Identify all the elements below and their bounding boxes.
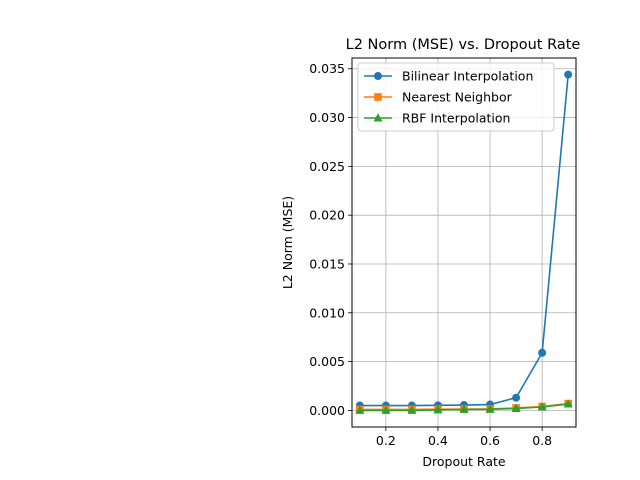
legend-item: Bilinear Interpolation	[364, 69, 533, 84]
data-point	[537, 402, 547, 411]
series-2	[355, 399, 573, 414]
y-tick-label: 0.000	[309, 403, 345, 418]
y-tick-label: 0.015	[309, 256, 345, 271]
x-tick-label: 0.6	[480, 433, 500, 448]
data-point	[485, 404, 495, 413]
legend-box	[357, 62, 555, 132]
legend-label: Nearest Neighbor	[402, 90, 513, 105]
x-tick-label: 0.8	[532, 433, 552, 448]
data-point	[459, 404, 469, 413]
data-point	[564, 70, 573, 79]
y-tick-label: 0.035	[309, 61, 345, 76]
x-tick-label: 0.4	[428, 433, 448, 448]
plot-frame	[351, 57, 577, 428]
x-axis-ticks: 0.2 0.4 0.6 0.8	[376, 427, 552, 448]
legend-marker	[373, 113, 383, 122]
data-point	[511, 403, 521, 412]
legend-marker	[374, 93, 382, 101]
data-point	[433, 405, 443, 414]
chart-title: L2 Norm (MSE) vs. Dropout Rate	[346, 37, 581, 53]
legend-item: Nearest Neighbor	[364, 90, 513, 105]
y-axis-ticks: 0.000 0.005 0.010 0.015 0.020 0.025 0.030 0.035	[309, 61, 352, 418]
x-axis-label: Dropout Rate	[422, 454, 505, 469]
y-tick-label: 0.005	[309, 354, 345, 369]
legend-marker	[374, 72, 382, 80]
data-point	[563, 399, 573, 408]
data-point	[538, 348, 547, 357]
data-point	[512, 393, 521, 402]
data-point	[355, 405, 365, 414]
legend: Bilinear Interpolation Nearest Neighbor RB…	[357, 62, 555, 132]
y-tick-label: 0.010	[309, 305, 345, 320]
series-group	[355, 70, 573, 414]
legend-label: Bilinear Interpolation	[402, 69, 533, 84]
y-tick-label: 0.025	[309, 159, 345, 174]
legend-item: RBF Interpolation	[364, 111, 510, 126]
x-tick-label: 0.2	[376, 433, 396, 448]
data-point	[407, 405, 417, 414]
legend-label: RBF Interpolation	[402, 111, 510, 126]
y-axis-label: L2 Norm (MSE)	[280, 196, 295, 289]
y-tick-label: 0.030	[309, 110, 345, 125]
y-tick-label: 0.020	[309, 208, 345, 223]
data-point	[381, 405, 391, 414]
